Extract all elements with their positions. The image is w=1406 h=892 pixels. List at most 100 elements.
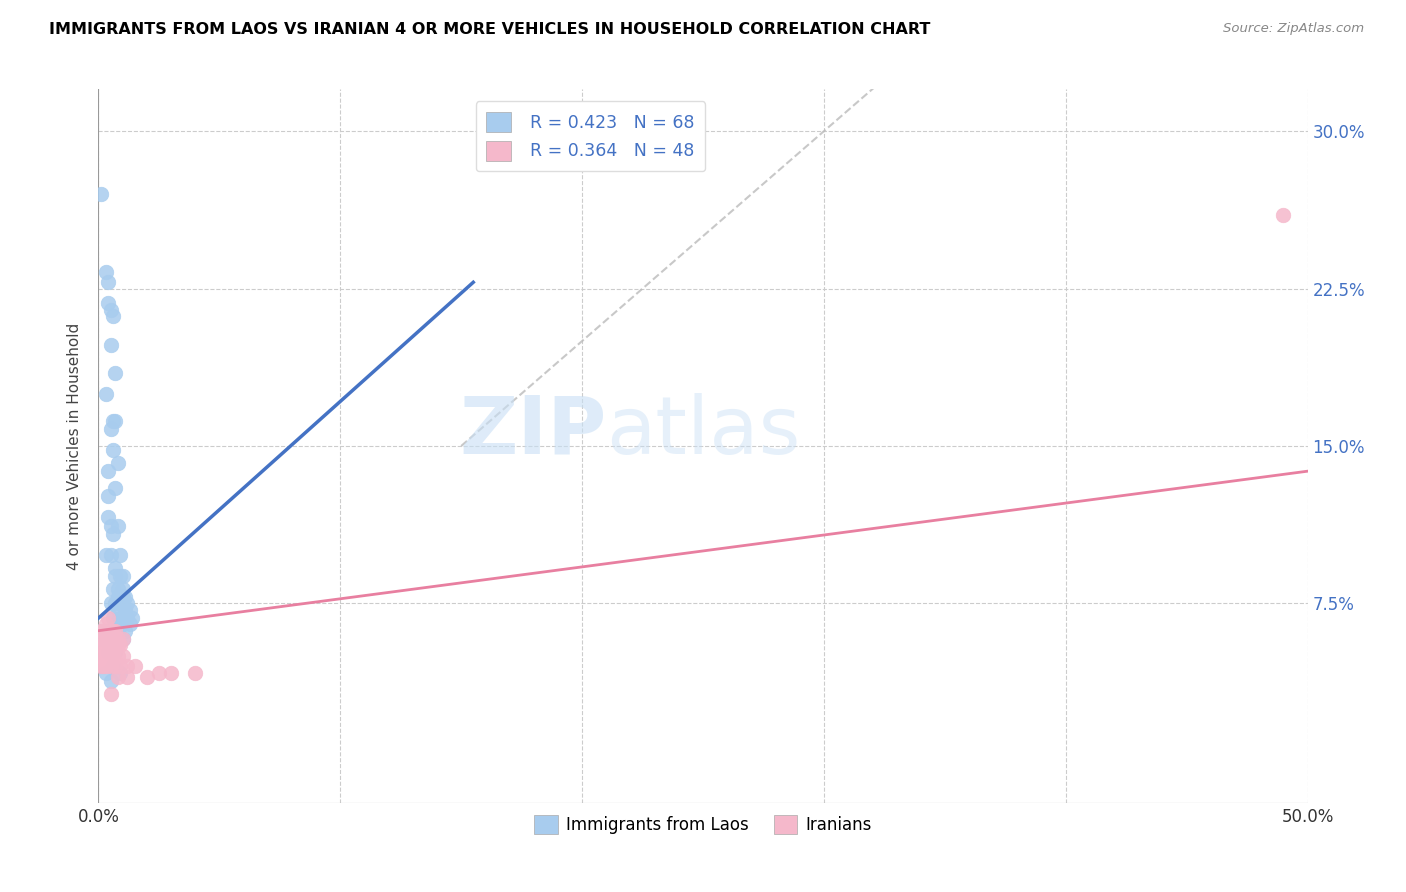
Point — [108, 548, 131, 562]
Y-axis label: 4 or more Vehicles in Household: 4 or more Vehicles in Household — [67, 322, 83, 570]
Point — [97, 648, 120, 663]
Point — [97, 296, 120, 310]
Point — [101, 414, 124, 428]
Point — [97, 464, 120, 478]
Point — [108, 639, 131, 653]
Point — [108, 569, 131, 583]
Point — [111, 582, 134, 596]
Point — [104, 617, 127, 632]
Point — [91, 639, 114, 653]
Point — [101, 639, 124, 653]
Point — [111, 632, 134, 646]
Point — [104, 632, 127, 646]
Point — [100, 338, 122, 352]
Point — [97, 489, 120, 503]
Text: ZIP: ZIP — [458, 392, 606, 471]
Point — [94, 617, 117, 632]
Point — [100, 639, 122, 653]
Point — [104, 366, 127, 380]
Point — [100, 422, 122, 436]
Point — [90, 624, 112, 638]
Point — [90, 624, 112, 638]
Legend: Immigrants from Laos, Iranians: Immigrants from Laos, Iranians — [527, 808, 879, 841]
Point — [111, 617, 134, 632]
Point — [101, 611, 124, 625]
Point — [107, 639, 129, 653]
Point — [107, 624, 129, 638]
Point — [100, 648, 122, 663]
Point — [124, 659, 146, 673]
Point — [97, 632, 120, 646]
Point — [100, 518, 122, 533]
Point — [91, 632, 114, 646]
Point — [101, 648, 124, 663]
Point — [100, 687, 122, 701]
Point — [100, 674, 122, 689]
Text: IMMIGRANTS FROM LAOS VS IRANIAN 4 OR MORE VEHICLES IN HOUSEHOLD CORRELATION CHAR: IMMIGRANTS FROM LAOS VS IRANIAN 4 OR MOR… — [49, 22, 931, 37]
Point — [107, 648, 129, 663]
Point — [94, 632, 117, 646]
Point — [97, 639, 120, 653]
Point — [90, 639, 112, 653]
Point — [91, 624, 114, 638]
Point — [117, 611, 139, 625]
Point — [94, 624, 117, 638]
Point — [111, 569, 134, 583]
Point — [90, 648, 112, 663]
Point — [104, 560, 127, 574]
Point — [100, 624, 122, 638]
Point — [104, 596, 127, 610]
Point — [108, 659, 131, 673]
Text: atlas: atlas — [606, 392, 800, 471]
Point — [108, 665, 131, 680]
Point — [184, 665, 207, 680]
Point — [100, 302, 122, 317]
Point — [104, 624, 127, 638]
Point — [94, 548, 117, 562]
Point — [101, 624, 124, 638]
Point — [97, 510, 120, 524]
Point — [104, 639, 127, 653]
Point — [108, 596, 131, 610]
Point — [101, 443, 124, 458]
Point — [94, 665, 117, 680]
Point — [101, 659, 124, 673]
Point — [160, 665, 183, 680]
Point — [94, 639, 117, 653]
Point — [97, 645, 120, 659]
Point — [117, 670, 139, 684]
Point — [101, 309, 124, 323]
Point — [101, 527, 124, 541]
Point — [100, 548, 122, 562]
Point — [100, 659, 122, 673]
Point — [117, 596, 139, 610]
Point — [90, 659, 112, 673]
Point — [90, 187, 112, 202]
Point — [90, 632, 112, 646]
Point — [118, 617, 141, 632]
Point — [104, 632, 127, 646]
Point — [100, 624, 122, 638]
Point — [114, 624, 136, 638]
Point — [101, 632, 124, 646]
Point — [107, 603, 129, 617]
Point — [107, 590, 129, 604]
Point — [94, 648, 117, 663]
Point — [91, 624, 114, 638]
Point — [1272, 208, 1295, 222]
Text: Source: ZipAtlas.com: Source: ZipAtlas.com — [1223, 22, 1364, 36]
Point — [101, 582, 124, 596]
Point — [104, 645, 127, 659]
Point — [111, 648, 134, 663]
Point — [97, 611, 120, 625]
Point — [104, 659, 127, 673]
Point — [91, 648, 114, 663]
Point — [107, 632, 129, 646]
Point — [114, 603, 136, 617]
Point — [135, 670, 157, 684]
Point — [94, 632, 117, 646]
Point — [100, 632, 122, 646]
Point — [121, 611, 143, 625]
Point — [111, 590, 134, 604]
Point — [107, 670, 129, 684]
